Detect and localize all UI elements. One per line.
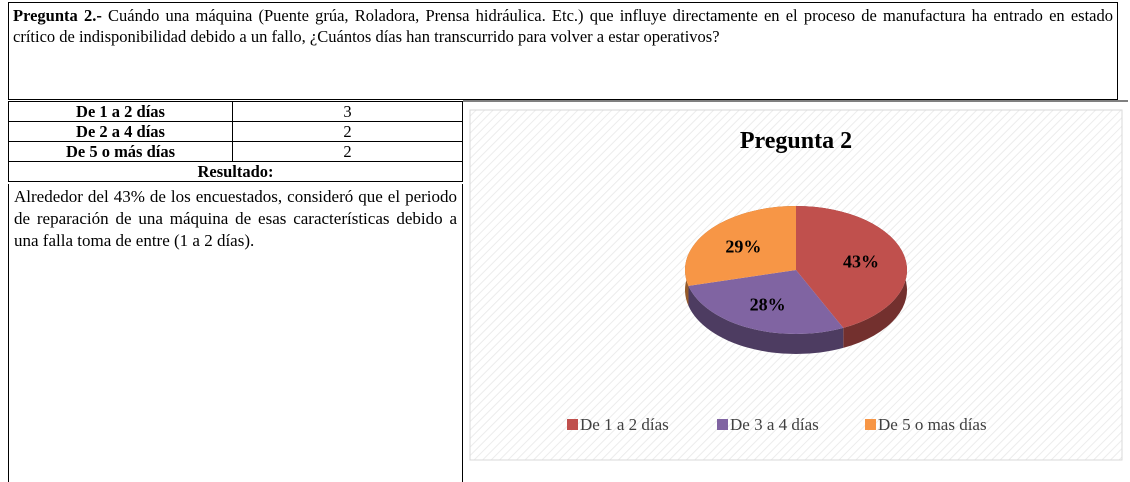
data-label: 43% <box>843 252 879 272</box>
legend-label: De 5 o mas días <box>878 415 987 434</box>
question-label: Pregunta 2.- <box>13 6 102 25</box>
question: Pregunta 2.- Cuándo una máquina (Puente … <box>8 2 1118 100</box>
slice <box>796 206 907 328</box>
slice <box>688 270 844 334</box>
data-label: 28% <box>750 295 786 315</box>
slice <box>685 206 796 286</box>
row: De 5 o más días 2 <box>8 141 463 162</box>
legend-swatch <box>865 419 876 430</box>
row: De 2 a 4 días 2 <box>8 121 463 142</box>
cell: De 1 a 2 días <box>8 101 233 122</box>
question-text: Cuándo una máquina (Puente grúa, Rolador… <box>13 6 1113 46</box>
result-text: Alrededor del 43% de los encuestados, co… <box>8 184 463 482</box>
legend-swatch <box>567 419 578 430</box>
slice-side <box>688 285 844 355</box>
cell: De 2 a 4 días <box>8 121 233 142</box>
row: Resultado: <box>8 161 463 182</box>
chart-title: Pregunta 2 <box>740 128 852 154</box>
legend-label: De 3 a 4 días <box>730 415 819 434</box>
row: De 1 a 2 días 3 <box>8 101 463 122</box>
answer-table: De 1 a 2 días 3 De 2 a 4 días 2 De 5 o más… <box>8 101 463 182</box>
legend-swatch <box>717 419 728 430</box>
result-title: Resultado: <box>8 161 463 182</box>
legend-label: De 1 a 2 días <box>580 415 669 434</box>
data-label: 29% <box>725 236 761 256</box>
